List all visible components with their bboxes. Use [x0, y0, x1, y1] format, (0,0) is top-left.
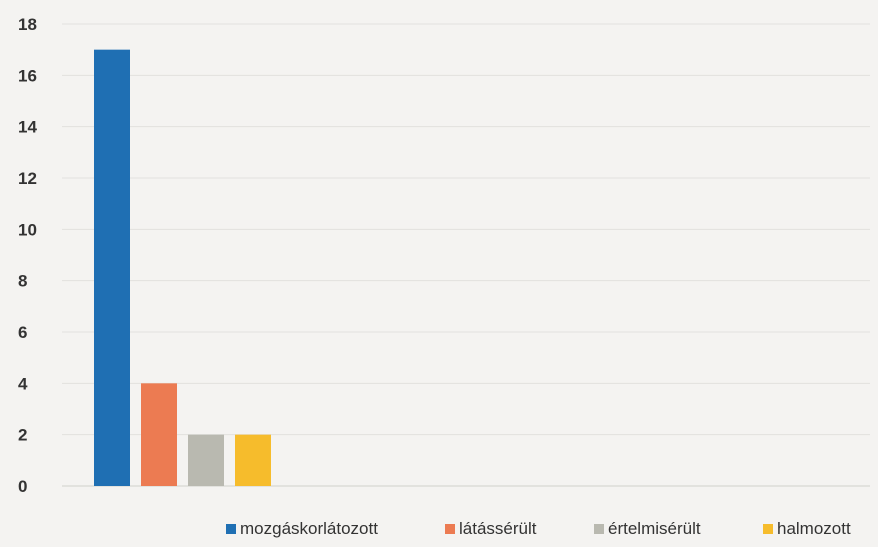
bar-látássérült [141, 383, 177, 486]
legend-swatch [226, 524, 236, 534]
legend-swatch [445, 524, 455, 534]
gridlines [62, 23, 870, 487]
legend-swatch [594, 524, 604, 534]
legend-label: értelmisérült [608, 519, 701, 538]
y-tick-label: 16 [18, 66, 37, 85]
legend-item: halmozott [763, 519, 851, 538]
y-tick-label: 12 [18, 169, 37, 188]
legend: mozgáskorlátozott látássérült értelmisérül… [226, 519, 851, 538]
y-tick-label: 2 [18, 426, 27, 445]
y-tick-label: 10 [18, 220, 37, 239]
y-axis-ticks: 0 2 4 6 8 10 12 14 16 18 [18, 15, 37, 496]
legend-item: értelmisérült [594, 519, 701, 538]
y-tick-label: 4 [18, 374, 28, 393]
y-tick-label: 8 [18, 272, 27, 291]
y-tick-label: 18 [18, 15, 37, 34]
bars [94, 49, 271, 487]
legend-item: látássérült [445, 519, 537, 538]
bar-halmozott [235, 434, 271, 486]
bar-értelmisérült [188, 434, 224, 486]
y-tick-label: 6 [18, 323, 27, 342]
legend-item: mozgáskorlátozott [226, 519, 378, 538]
y-tick-label: 0 [18, 477, 27, 496]
y-tick-label: 14 [18, 118, 37, 137]
legend-label: mozgáskorlátozott [240, 519, 378, 538]
legend-label: látássérült [459, 519, 537, 538]
legend-swatch [763, 524, 773, 534]
bar-mozgáskorlátozott [94, 49, 130, 487]
legend-label: halmozott [777, 519, 851, 538]
